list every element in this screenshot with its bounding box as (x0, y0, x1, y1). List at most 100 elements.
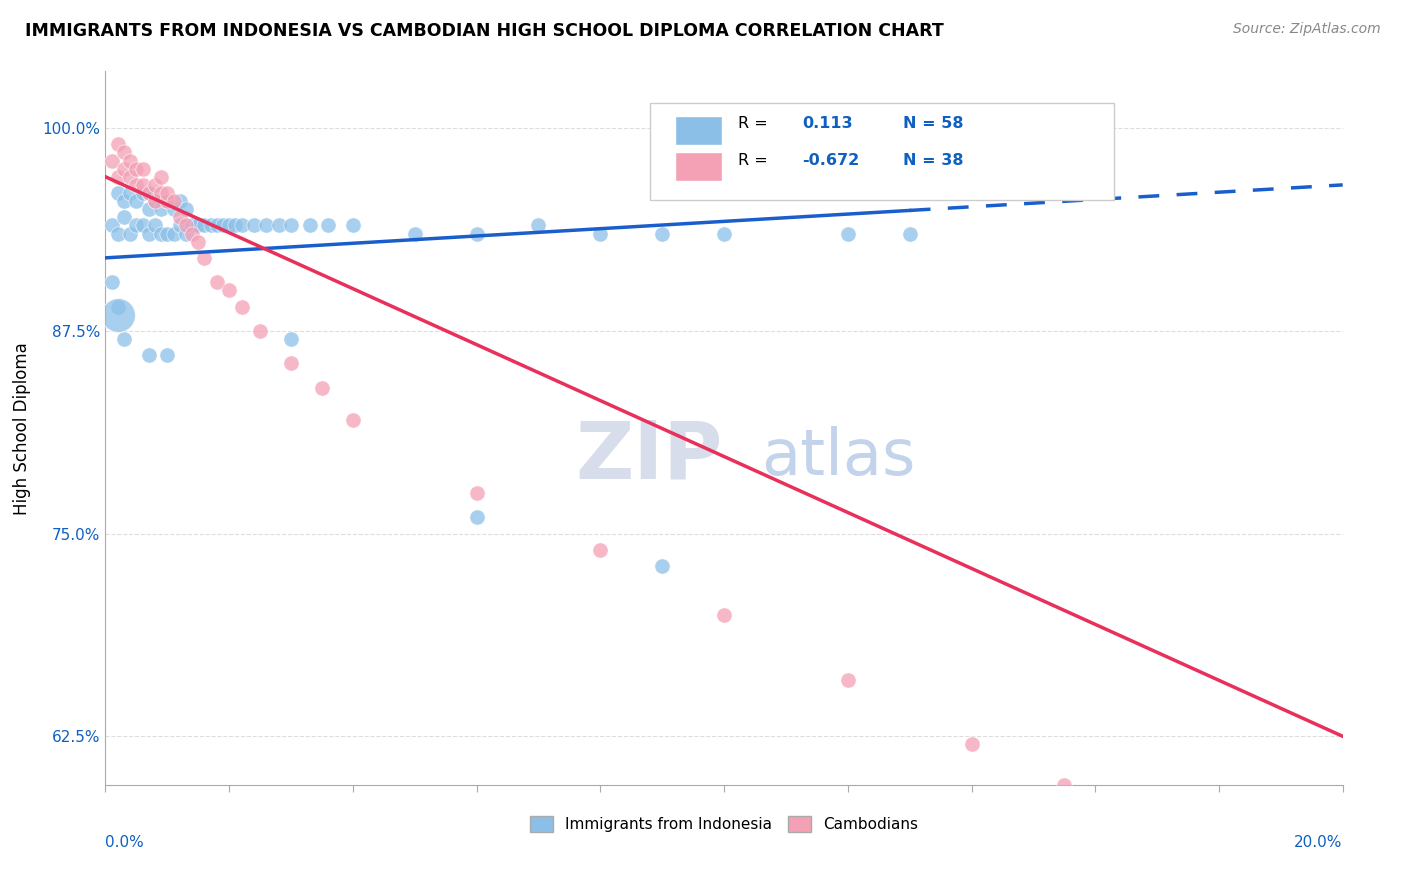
Point (150, 227, 173, 241)
Y-axis label: High School Diploma: High School Diploma (14, 342, 31, 515)
Point (280, 219, 302, 233)
Text: ZIP: ZIP (575, 417, 723, 496)
Point (837, 227, 859, 241)
Point (138, 186, 160, 200)
Point (112, 332, 135, 346)
Legend: Immigrants from Indonesia, Cambodians: Immigrants from Indonesia, Cambodians (524, 810, 924, 838)
Point (120, 186, 142, 200)
Point (651, 227, 673, 241)
Point (162, 194, 184, 208)
Point (205, 219, 228, 233)
Point (120, 153, 142, 168)
Point (298, 219, 321, 233)
Point (107, 186, 129, 200)
Point (267, 219, 290, 233)
Point (465, 227, 488, 241)
Point (120, 227, 142, 241)
Point (162, 202, 184, 217)
Point (205, 275, 228, 289)
Text: atlas: atlas (761, 425, 915, 488)
Text: 0.0%: 0.0% (105, 835, 145, 850)
Point (231, 300, 253, 314)
Point (231, 219, 253, 233)
Point (218, 283, 240, 297)
Point (713, 607, 735, 622)
Point (131, 161, 153, 176)
Point (589, 542, 612, 557)
Point (156, 348, 179, 362)
Point (316, 219, 339, 233)
Point (174, 202, 197, 217)
Point (125, 194, 148, 208)
Point (651, 559, 673, 574)
Point (143, 178, 166, 192)
Point (100, 219, 122, 233)
Text: N = 58: N = 58 (904, 116, 965, 131)
Point (138, 202, 160, 217)
Text: 0.113: 0.113 (801, 116, 852, 131)
Point (143, 194, 166, 208)
Point (212, 219, 235, 233)
Point (280, 356, 302, 370)
Point (112, 161, 135, 176)
Point (112, 194, 135, 208)
Point (181, 227, 204, 241)
Point (143, 219, 166, 233)
Point (156, 227, 179, 241)
Point (162, 227, 184, 241)
Point (156, 194, 179, 208)
Point (465, 486, 488, 500)
Point (107, 300, 129, 314)
Text: N = 38: N = 38 (904, 153, 965, 168)
FancyBboxPatch shape (675, 152, 721, 180)
Point (125, 219, 148, 233)
Point (193, 219, 215, 233)
Point (1053, 778, 1076, 792)
Point (174, 227, 197, 241)
Point (131, 186, 153, 200)
Point (169, 211, 191, 225)
Point (131, 178, 153, 192)
Point (224, 219, 246, 233)
Point (125, 178, 148, 192)
Point (342, 219, 364, 233)
Point (249, 324, 271, 338)
Point (107, 308, 129, 322)
Point (174, 219, 197, 233)
Point (138, 348, 160, 362)
Point (107, 169, 129, 184)
Point (200, 219, 222, 233)
Point (187, 235, 209, 249)
Point (181, 219, 204, 233)
Point (100, 275, 122, 289)
Point (960, 738, 983, 752)
Point (138, 186, 160, 200)
Point (243, 219, 266, 233)
Point (169, 219, 191, 233)
Point (100, 153, 122, 168)
Point (254, 219, 277, 233)
Point (150, 186, 173, 200)
Point (131, 219, 153, 233)
Point (713, 227, 735, 241)
Text: 20.0%: 20.0% (1295, 835, 1343, 850)
Point (125, 161, 148, 176)
Point (138, 227, 160, 241)
Point (589, 227, 612, 241)
Point (527, 219, 550, 233)
Point (150, 202, 173, 217)
Point (120, 169, 142, 184)
Point (404, 227, 426, 241)
Point (107, 137, 129, 152)
Point (143, 194, 166, 208)
Text: Source: ZipAtlas.com: Source: ZipAtlas.com (1233, 22, 1381, 37)
Point (218, 219, 240, 233)
Point (342, 413, 364, 427)
Point (156, 186, 179, 200)
Point (112, 145, 135, 160)
Text: -0.672: -0.672 (801, 153, 859, 168)
Point (280, 332, 302, 346)
Point (1084, 802, 1107, 816)
Text: R =: R = (738, 153, 772, 168)
Point (156, 194, 179, 208)
